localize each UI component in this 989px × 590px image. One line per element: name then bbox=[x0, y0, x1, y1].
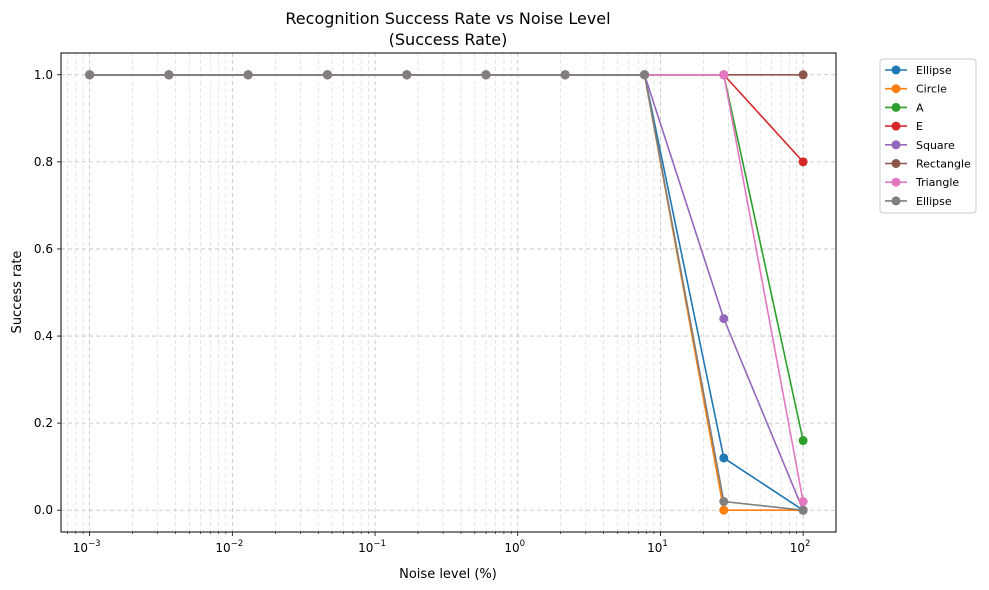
data-point bbox=[85, 70, 95, 80]
legend-swatch-marker bbox=[891, 121, 901, 131]
data-point bbox=[640, 70, 650, 80]
legend: Ellipse Circle AE Square Rectangle Triangle El… bbox=[879, 58, 977, 214]
legend-entry: E bbox=[885, 120, 923, 133]
series-line bbox=[89, 73, 804, 511]
x-tick-label: 10−3 bbox=[73, 539, 101, 555]
series-lines bbox=[85, 70, 808, 515]
y-tick-label: 0.2 bbox=[34, 416, 53, 430]
series-7 bbox=[85, 70, 808, 507]
series-line bbox=[89, 73, 804, 512]
series-line bbox=[89, 73, 804, 441]
data-point bbox=[560, 70, 570, 80]
grid bbox=[61, 53, 836, 532]
legend-label: A bbox=[916, 101, 924, 114]
series-4 bbox=[85, 70, 808, 167]
y-axis-label: Success rate bbox=[10, 251, 25, 334]
legend-entry: Circle bbox=[885, 83, 947, 96]
data-point bbox=[798, 505, 808, 515]
data-point bbox=[719, 497, 729, 507]
legend-entry: A bbox=[885, 101, 924, 114]
data-point bbox=[798, 436, 808, 446]
legend-entry: Ellipse bbox=[885, 195, 952, 208]
y-tick-label: 0.6 bbox=[34, 242, 53, 256]
legend-swatch-marker bbox=[891, 159, 901, 168]
x-tick-label: 101 bbox=[647, 539, 668, 555]
legend-swatch-marker bbox=[891, 196, 901, 206]
data-point bbox=[322, 70, 332, 80]
x-axis-label: Noise level (%) bbox=[399, 567, 497, 582]
data-point bbox=[164, 70, 174, 80]
y-tick-label: 0.0 bbox=[34, 503, 53, 517]
series-line bbox=[89, 73, 804, 502]
data-point bbox=[719, 505, 729, 515]
data-point bbox=[798, 497, 808, 507]
y-tick-label: 0.8 bbox=[34, 155, 53, 169]
series-3 bbox=[85, 70, 808, 446]
data-point bbox=[481, 70, 491, 80]
legend-entry: Triangle bbox=[885, 176, 959, 189]
legend-swatch-marker bbox=[891, 140, 901, 150]
series-2 bbox=[85, 70, 808, 515]
data-point bbox=[719, 70, 729, 80]
series-line bbox=[89, 73, 804, 512]
chart-title: Recognition Success Rate vs Noise Level bbox=[285, 9, 610, 28]
chart-subtitle: (Success Rate) bbox=[389, 30, 508, 49]
data-point bbox=[243, 70, 253, 80]
y-tick-label: 0.4 bbox=[34, 329, 53, 343]
legend-label: Ellipse bbox=[916, 64, 952, 77]
legend-swatch-marker bbox=[891, 102, 901, 112]
x-tick-label: 102 bbox=[790, 539, 811, 555]
series-5 bbox=[85, 70, 808, 515]
data-point bbox=[798, 70, 808, 80]
legend-label: Ellipse bbox=[916, 195, 952, 208]
legend-swatch-marker bbox=[891, 177, 901, 187]
legend-entry: Rectangle bbox=[885, 158, 971, 171]
series-1 bbox=[85, 70, 808, 515]
y-tick-label: 1.0 bbox=[34, 68, 53, 82]
x-tick-label: 10−2 bbox=[215, 539, 243, 555]
series-line bbox=[89, 73, 804, 511]
data-point bbox=[719, 314, 729, 324]
legend-label: Circle bbox=[916, 83, 947, 96]
series-8 bbox=[85, 70, 808, 515]
legend-swatch-marker bbox=[891, 65, 901, 75]
legend-entry: Square bbox=[885, 139, 955, 152]
x-tick-label: 10−1 bbox=[358, 539, 386, 555]
legend-label: Rectangle bbox=[916, 158, 971, 171]
data-point bbox=[402, 70, 412, 80]
legend-entry: Ellipse bbox=[885, 64, 952, 77]
data-point bbox=[798, 157, 808, 167]
legend-label: Square bbox=[916, 139, 955, 152]
series-line bbox=[89, 73, 804, 163]
legend-label: E bbox=[916, 120, 923, 133]
axis-ticks: 10−3 10−2 10−1 100 101 102 0.0 0.2 0.4 0.6 0.8 1.0 bbox=[34, 68, 811, 555]
legend-swatch-marker bbox=[891, 84, 901, 94]
data-point bbox=[719, 453, 729, 463]
x-tick-label: 100 bbox=[504, 539, 525, 555]
plot-area bbox=[60, 52, 837, 533]
legend-label: Triangle bbox=[915, 176, 959, 189]
legend-box bbox=[879, 58, 977, 214]
